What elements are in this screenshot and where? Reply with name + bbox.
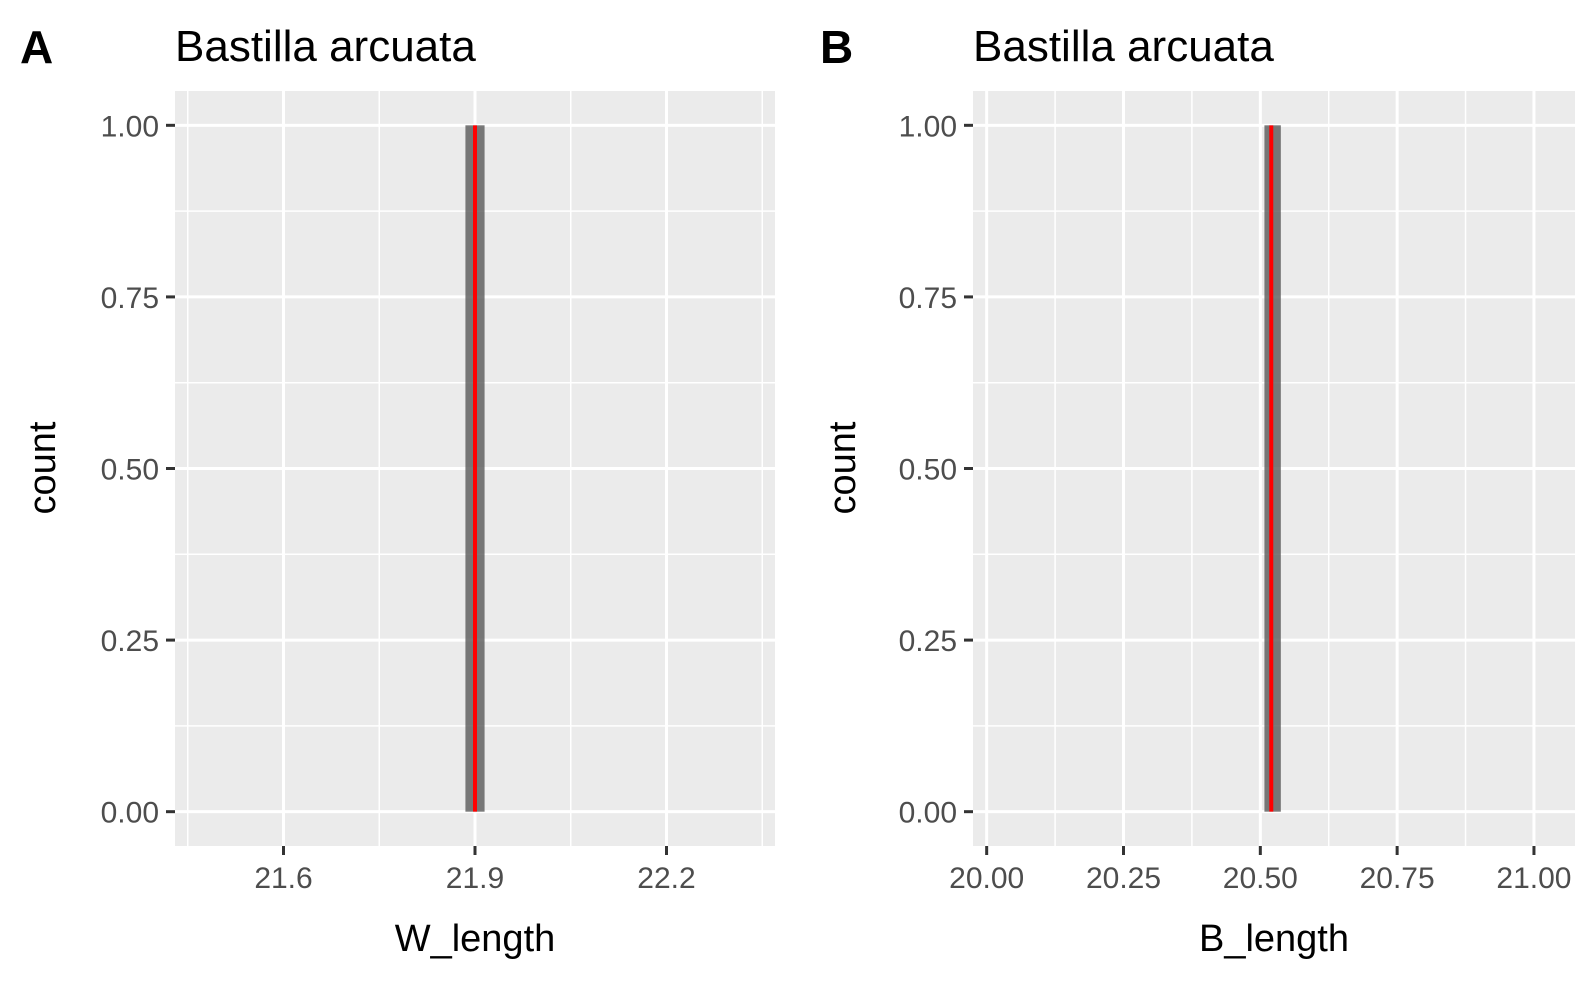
x-tick-label: 20.25 [1086, 862, 1161, 895]
y-tick-label: 0.75 [101, 282, 159, 315]
panel-b-title: Bastilla arcuata [973, 22, 1274, 71]
panel-b-y-axis-label: count [822, 421, 864, 514]
y-tick-label: 0.25 [101, 625, 159, 658]
x-tick-label: 21.9 [446, 862, 504, 895]
x-tick-label: 21.6 [254, 862, 312, 895]
panel-a-x-axis: 21.6 21.9 22.2 [254, 846, 696, 895]
panel-a-title: Bastilla arcuata [175, 22, 476, 71]
panel-b: B Bastilla arcuata 20.00 20.25 20.50 20.75 2… [820, 21, 1575, 960]
y-tick-label: 0.00 [899, 797, 957, 830]
y-tick-label: 0.25 [899, 625, 957, 658]
panel-a: A Bastilla arcuata 21.6 21.9 22.2 0.00 0.25… [20, 21, 775, 960]
y-tick-label: 0.50 [101, 454, 159, 487]
panel-b-y-axis: 0.00 0.25 0.50 0.75 1.00 [899, 110, 973, 830]
y-tick-label: 1.00 [899, 110, 957, 143]
x-tick-label: 20.00 [949, 862, 1024, 895]
panel-b-x-axis-label: B_length [1199, 918, 1349, 960]
panel-a-x-axis-label: W_length [395, 918, 556, 960]
x-tick-label: 22.2 [637, 862, 695, 895]
panel-b-x-axis: 20.00 20.25 20.50 20.75 21.00 [949, 846, 1571, 895]
y-tick-label: 1.00 [101, 110, 159, 143]
panel-b-letter: B [820, 21, 853, 73]
y-tick-label: 0.00 [101, 797, 159, 830]
x-tick-label: 20.50 [1223, 862, 1298, 895]
x-tick-label: 20.75 [1360, 862, 1435, 895]
y-tick-label: 0.75 [899, 282, 957, 315]
panel-a-y-axis-label: count [22, 421, 64, 514]
x-tick-label: 21.00 [1496, 862, 1571, 895]
panel-a-letter: A [20, 21, 53, 73]
y-tick-label: 0.50 [899, 454, 957, 487]
panel-a-y-axis: 0.00 0.25 0.50 0.75 1.00 [101, 110, 175, 830]
